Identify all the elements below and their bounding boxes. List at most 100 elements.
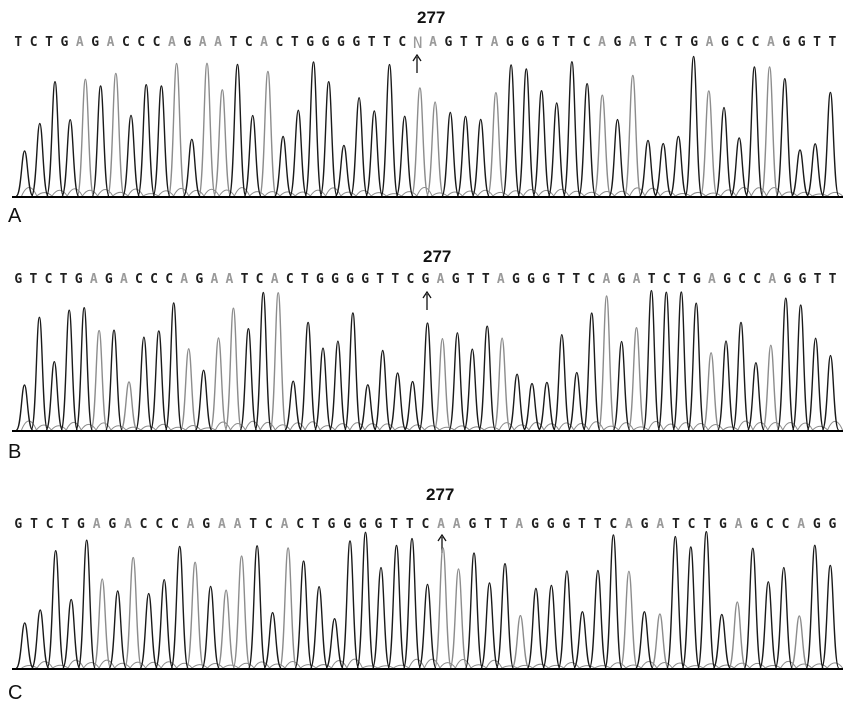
base-call: A (602, 272, 611, 287)
base-call: T (828, 272, 837, 287)
base-call: T (567, 35, 576, 50)
base-call: C (587, 272, 596, 287)
base-call: G (562, 517, 571, 532)
base-call: A (625, 517, 633, 532)
base-call: T (376, 272, 385, 287)
base-call: G (690, 35, 699, 50)
base-call: A (270, 272, 279, 287)
base-call: C (398, 35, 407, 50)
trace-light-peaks (90, 291, 780, 431)
base-call: G (828, 517, 837, 532)
base-call: T (29, 272, 38, 287)
base-call: T (61, 517, 70, 532)
base-call: C (29, 35, 38, 50)
base-call: A (708, 272, 716, 287)
base-call: A (225, 272, 234, 287)
base-call: G (321, 35, 330, 50)
position-arrow-b (422, 291, 432, 310)
base-call: T (466, 272, 475, 287)
base-call: T (674, 35, 683, 50)
base-call: G (183, 35, 192, 50)
base-call: A (767, 35, 775, 50)
panel-letter-c: C (8, 682, 23, 704)
base-call: G (451, 272, 460, 287)
base-call: A (106, 35, 115, 50)
base-call: T (300, 272, 309, 287)
base-call: T (813, 272, 822, 287)
base-call: C (139, 517, 148, 532)
base-call: G (421, 272, 430, 287)
base-call: T (647, 272, 656, 287)
base-call: C (165, 272, 174, 287)
position-label-c: 277 (426, 485, 455, 504)
base-call: G (91, 35, 100, 50)
base-call: G (202, 517, 211, 532)
base-call: T (240, 272, 249, 287)
base-call: A (436, 272, 445, 287)
base-call: G (512, 272, 520, 287)
base-call: C (152, 35, 161, 50)
base-call: C (609, 517, 618, 532)
base-call: G (444, 35, 453, 50)
base-call: A (705, 35, 714, 50)
base-call: C (753, 272, 762, 287)
base-call: C (738, 272, 746, 287)
base-call: A (92, 517, 101, 532)
base-call: T (390, 517, 398, 532)
trace-dark-peaks (15, 530, 840, 669)
base-call: T (249, 517, 258, 532)
base-call: A (198, 35, 207, 50)
trace-a (12, 55, 843, 198)
base-call: A (490, 35, 499, 50)
base-call: A (260, 35, 268, 50)
base-call: C (170, 517, 179, 532)
trace-c (12, 530, 843, 670)
position-label-b: 277 (423, 247, 452, 266)
base-call: G (613, 35, 622, 50)
base-call: G (352, 35, 361, 50)
position-label-a: 277 (417, 8, 446, 27)
base-call: T (30, 517, 38, 532)
base-call: A (515, 517, 524, 532)
base-call: G (797, 35, 806, 50)
base-call: T (475, 35, 484, 50)
base-call: A (797, 517, 806, 532)
base-call: C (781, 517, 790, 532)
base-call: A (233, 517, 242, 532)
base-call: A (656, 517, 665, 532)
base-call: A (168, 35, 176, 50)
base-call: A (89, 272, 98, 287)
base-call: T (813, 35, 821, 50)
base-call: G (546, 517, 555, 532)
base-call: A (452, 517, 461, 532)
base-call: C (137, 35, 146, 50)
base-call: G (60, 35, 69, 50)
base-call: T (383, 35, 391, 50)
base-call: T (499, 517, 508, 532)
base-call: C (155, 517, 164, 532)
base-call: C (255, 272, 264, 287)
background-trace (21, 187, 843, 197)
base-call: C (736, 35, 745, 50)
base-call: C (751, 35, 760, 50)
base-call: T (14, 35, 23, 50)
base-call: G (77, 517, 85, 532)
base-call: T (229, 35, 238, 50)
base-call: C (45, 517, 54, 532)
base-call: A (280, 517, 289, 532)
base-call: G (640, 517, 649, 532)
base-call: G (531, 517, 539, 532)
base-call: G (374, 517, 383, 532)
base-call: T (367, 35, 376, 50)
base-call: T (677, 272, 686, 287)
base-call: T (572, 272, 581, 287)
base-call: A (437, 517, 445, 532)
base-call: T (644, 35, 652, 50)
base-call: A (628, 35, 637, 50)
base-call: A (429, 35, 437, 50)
base-call: G (74, 272, 83, 287)
